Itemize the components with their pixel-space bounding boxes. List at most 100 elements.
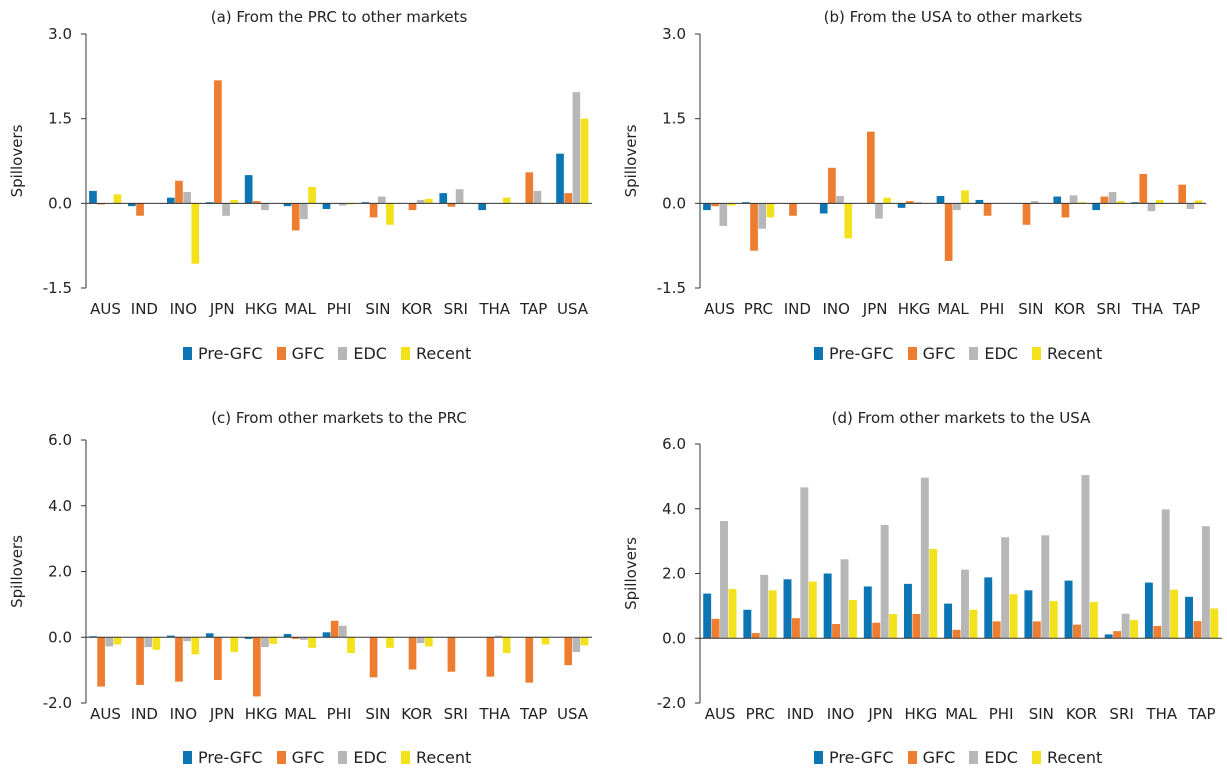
x-category-label: SIN xyxy=(1018,300,1043,318)
bar-gfc-jpn xyxy=(866,131,875,204)
bar-gfc-ino xyxy=(828,167,836,204)
chart-title: (c) From other markets to the PRC xyxy=(211,409,467,427)
bar-pre-gfc-ino xyxy=(819,203,828,214)
legend-c: Pre-GFC GFC EDC Recent xyxy=(183,746,485,768)
bar-edc-jpn xyxy=(222,203,230,216)
bar-gfc-sri xyxy=(447,637,456,672)
bar-gfc-kor xyxy=(408,637,417,670)
x-category-label: SIN xyxy=(365,705,390,723)
x-category-label: INO xyxy=(823,300,850,318)
legend-label: Recent xyxy=(1046,747,1103,767)
x-category-label: JPN xyxy=(867,705,893,723)
bar-recent-mal xyxy=(961,190,969,204)
bar-pre-gfc-phi xyxy=(975,199,984,204)
bar-pre-gfc-ind xyxy=(783,579,792,639)
bar-recent-tha xyxy=(502,637,511,654)
bar-edc-tha xyxy=(1161,509,1170,639)
bar-pre-gfc-ino xyxy=(166,197,175,204)
bar-edc-hkg xyxy=(914,202,922,204)
bar-edc-tap xyxy=(1186,203,1195,209)
x-category-label: SIN xyxy=(1029,705,1054,723)
bar-gfc-hkg xyxy=(905,201,914,204)
bar-recent-aus xyxy=(113,637,122,645)
bar-recent-sri xyxy=(1130,620,1138,639)
bar-edc-hkg xyxy=(261,637,269,648)
bar-recent-ind xyxy=(808,581,817,639)
bar-recent-prc xyxy=(766,203,775,218)
panel-b: (b) From the USA to other markets Spillov… xyxy=(614,0,1227,386)
legend-d: Pre-GFC GFC EDC Recent xyxy=(814,746,1116,768)
bar-gfc-prc xyxy=(750,203,758,251)
bar-gfc-sri xyxy=(1113,631,1122,639)
bar-recent-sri xyxy=(1116,201,1125,204)
bar-edc-kor xyxy=(416,199,425,204)
bar-pre-gfc-sri xyxy=(1104,634,1113,639)
bar-recent-sin xyxy=(386,203,394,225)
x-category-label: INO xyxy=(827,705,854,723)
bar-gfc-sin xyxy=(369,203,378,218)
legend-swatch xyxy=(1031,750,1041,764)
legend-swatch xyxy=(338,750,348,764)
legend-label: EDC xyxy=(353,343,387,363)
bar-recent-mal xyxy=(308,637,316,648)
bar-gfc-jpn xyxy=(214,637,222,680)
x-category-label: SRI xyxy=(444,705,468,723)
bar-edc-ino xyxy=(840,559,849,639)
x-category-label: THA xyxy=(1131,300,1163,318)
legend-item: Pre-GFC xyxy=(183,344,263,363)
legend-item: EDC xyxy=(969,344,1018,363)
legend-item: Pre-GFC xyxy=(814,344,894,363)
bar-edc-hkg xyxy=(261,203,269,211)
legend-swatch xyxy=(969,346,979,360)
bar-pre-gfc-ino xyxy=(166,635,175,638)
bar-recent-aus xyxy=(727,203,736,206)
x-category-label: THA xyxy=(478,705,510,723)
bar-recent-tha xyxy=(1170,589,1179,639)
bar-gfc-ino xyxy=(832,624,841,639)
legend-item: EDC xyxy=(969,748,1018,767)
bar-gfc-ind xyxy=(791,618,800,639)
bar-gfc-hkg xyxy=(912,613,921,639)
legend-swatch xyxy=(400,346,410,360)
bar-recent-ind xyxy=(152,637,161,650)
bar-pre-gfc-sin xyxy=(361,202,370,204)
y-tick-label: 2.0 xyxy=(48,563,72,581)
x-category-label: AUS xyxy=(705,705,736,723)
x-category-label: INO xyxy=(170,705,197,723)
x-category-label: IND xyxy=(131,300,158,318)
bar-pre-gfc-phi xyxy=(322,632,331,638)
bar-pre-gfc-phi xyxy=(984,577,993,639)
bar-recent-aus xyxy=(728,589,737,639)
panel-d: (d) From other markets to the USA Spillov… xyxy=(614,387,1227,773)
bar-edc-sin xyxy=(377,196,386,204)
legend-item: Recent xyxy=(400,748,471,767)
legend-label: Pre-GFC xyxy=(829,343,894,363)
x-category-label: TAP xyxy=(1187,705,1215,723)
x-category-label: INO xyxy=(170,300,197,318)
x-category-label: IND xyxy=(131,705,158,723)
x-category-label: USA xyxy=(557,705,589,723)
bar-gfc-mal xyxy=(291,637,300,639)
bar-pre-gfc-ino xyxy=(823,573,832,639)
bar-recent-ino xyxy=(844,203,853,239)
x-category-label: AUS xyxy=(90,705,121,723)
bar-pre-gfc-prc xyxy=(742,202,750,204)
bar-edc-mal xyxy=(961,569,969,639)
x-category-label: MAL xyxy=(945,705,977,723)
bar-pre-gfc-sri xyxy=(439,193,448,204)
legend-label: GFC xyxy=(291,343,325,363)
bar-edc-phi xyxy=(339,203,347,206)
y-tick-label: 2.0 xyxy=(662,565,686,583)
bar-gfc-usa xyxy=(564,193,573,204)
bar-edc-jpn xyxy=(875,203,883,219)
panel-c: (c) From other markets to the PRC Spillov… xyxy=(0,387,614,773)
bar-gfc-mal xyxy=(944,203,953,261)
x-category-label: PRC xyxy=(744,300,773,318)
bar-pre-gfc-ind xyxy=(128,203,136,207)
bar-edc-usa xyxy=(572,637,581,653)
x-category-label: PHI xyxy=(980,300,1005,318)
bar-recent-tap xyxy=(541,637,550,645)
bar-gfc-kor xyxy=(408,203,417,211)
bar-pre-gfc-usa xyxy=(556,153,564,204)
legend-item: Recent xyxy=(1031,344,1102,363)
